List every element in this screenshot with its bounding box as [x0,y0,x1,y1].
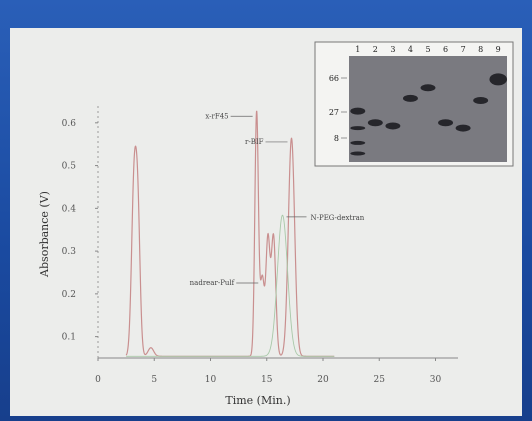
x-tick-label: 10 [205,375,217,385]
gel-lane-label: 5 [425,45,430,54]
traces [125,110,335,357]
gel-marker-label: 27 [329,108,339,117]
x-tick-label: 20 [317,375,329,385]
chromatogram-chart: 0 5 10 15 20 25 300.10.20.30.40.50.6 x-rF45r-B… [38,41,514,407]
gel-image [349,56,507,162]
gel-band [350,126,366,131]
x-tick-label: 15 [261,375,273,385]
x-tick-label: 30 [430,375,442,385]
gel-inset: 1 2 3 4 5 6 7 8 9 66 27 8 [314,41,514,167]
gel-band [489,73,507,86]
gel-lane-label: 8 [478,45,483,54]
gel-lane-label: 6 [443,45,448,54]
gel-marker-label: 66 [329,74,339,83]
y-tick-label: 0.2 [62,290,76,300]
gel-lane-label: 3 [390,45,395,54]
annotation-label: x-rF45 [205,112,228,120]
annotation-label: nadrear-Pulf [190,279,236,287]
gel-band [350,151,366,156]
gel-lane-label: 7 [461,45,466,54]
gel-band [473,97,489,105]
gel-band [367,119,383,127]
gel-marker-label: 8 [334,134,339,143]
x-axis-label: Time (Min.) [225,394,290,407]
series-line [126,214,335,357]
gel-lane-label: 4 [408,45,413,54]
y-tick-label: 0.4 [62,204,77,214]
annotations: x-rF45 r-BIF N-PEG-dextran nadrear-Pulf [190,112,365,287]
y-tick-label: 0.1 [62,333,76,343]
axes: 0 5 10 15 20 25 30 0.1 0.2 0.3 0.4 0.5 0.6 [62,104,458,385]
x-tick-label: 0 [95,375,101,385]
annotation-label: N-PEG-dextran [311,214,365,222]
x-tick-label: 5 [151,375,157,385]
y-tick-label: 0.3 [62,247,77,257]
y-tick-label: 0.5 [62,162,77,172]
y-axis-label: Absorbance (V) [38,191,51,278]
series-line [125,110,335,357]
x-tick-label: 25 [374,375,386,385]
annotation-label: r-BIF [245,138,264,146]
gel-lane-label: 1 [355,45,360,54]
gel-lane-label: 9 [496,45,501,54]
gel-lane-label: 2 [373,45,378,54]
gel-band [438,119,454,127]
gel-band [350,107,366,115]
gel-band [385,122,401,130]
y-tick-label: 0.6 [62,119,77,129]
gel-band [402,94,418,102]
gel-band [420,84,436,92]
gel-band [350,140,366,145]
gel-band [455,124,471,132]
chart-panel: 0 5 10 15 20 25 30 0.1 0.2 0.3 0.4 0.5 0.6 x-rF45 r-B… [10,28,522,416]
